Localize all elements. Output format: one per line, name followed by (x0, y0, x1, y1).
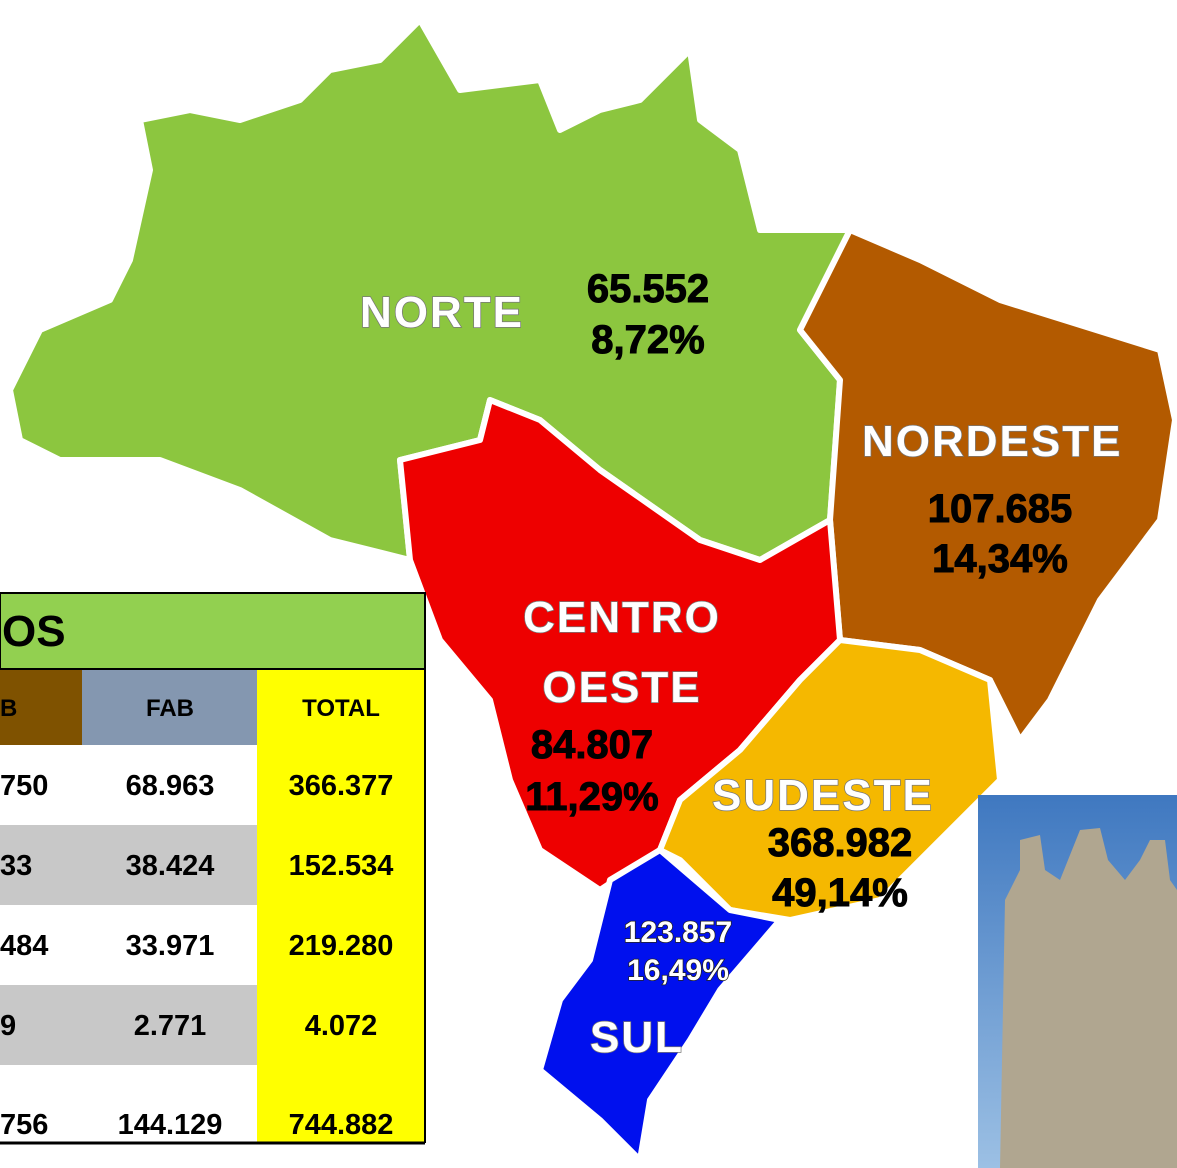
table-cell: 144.129 (118, 1109, 223, 1141)
region-value: 123.857 (624, 916, 732, 949)
region-value: 107.685 (928, 487, 1073, 531)
table-cell: 744.882 (289, 1109, 394, 1141)
region-value: 84.807 (531, 723, 653, 767)
table-title: OS (2, 607, 66, 656)
table-cell: 750 (0, 770, 48, 802)
row-band (0, 985, 257, 1065)
region-percent: 16,49% (627, 954, 729, 987)
photo (978, 795, 1177, 1168)
table-cell: 152.534 (289, 850, 394, 882)
table-cell: 33 (0, 850, 32, 882)
table-cell: 4.072 (305, 1010, 378, 1042)
region-name: OESTE (542, 663, 701, 712)
region-percent: 8,72% (591, 318, 704, 362)
region-value: 65.552 (587, 267, 709, 311)
table-cell: 9 (0, 1010, 16, 1042)
table-cell: 33.971 (126, 930, 215, 962)
table-cell: 484 (0, 930, 48, 962)
column-header: TOTAL (302, 695, 380, 722)
total-column (257, 670, 425, 1143)
region-name: NORTE (360, 288, 524, 337)
region-name: SUL (590, 1013, 684, 1062)
region-name: NORDESTE (862, 417, 1122, 466)
table-cell: 219.280 (289, 930, 394, 962)
page: NORTE 65.552 8,72% NORDESTE 107.685 14,3… (0, 0, 1177, 1168)
region-percent: 14,34% (932, 537, 1068, 581)
region-value: 368.982 (768, 821, 913, 865)
table-cell: 366.377 (289, 770, 394, 802)
region-percent: 49,14% (772, 871, 908, 915)
region-name: SUDESTE (712, 771, 934, 820)
table-cell: 756 (0, 1109, 48, 1141)
region-percent: 11,29% (525, 775, 658, 819)
statue (1000, 828, 1177, 1168)
table-cell: 38.424 (126, 850, 215, 882)
table: OS B FAB TOTAL 750 68.963 366.377 33 38.424 152.… (0, 593, 425, 1143)
column-header: FAB (146, 695, 194, 722)
table-cell: 2.771 (134, 1010, 207, 1042)
region-name: CENTRO (523, 593, 721, 642)
column-header: B (0, 695, 17, 722)
table-cell: 68.963 (126, 770, 215, 802)
